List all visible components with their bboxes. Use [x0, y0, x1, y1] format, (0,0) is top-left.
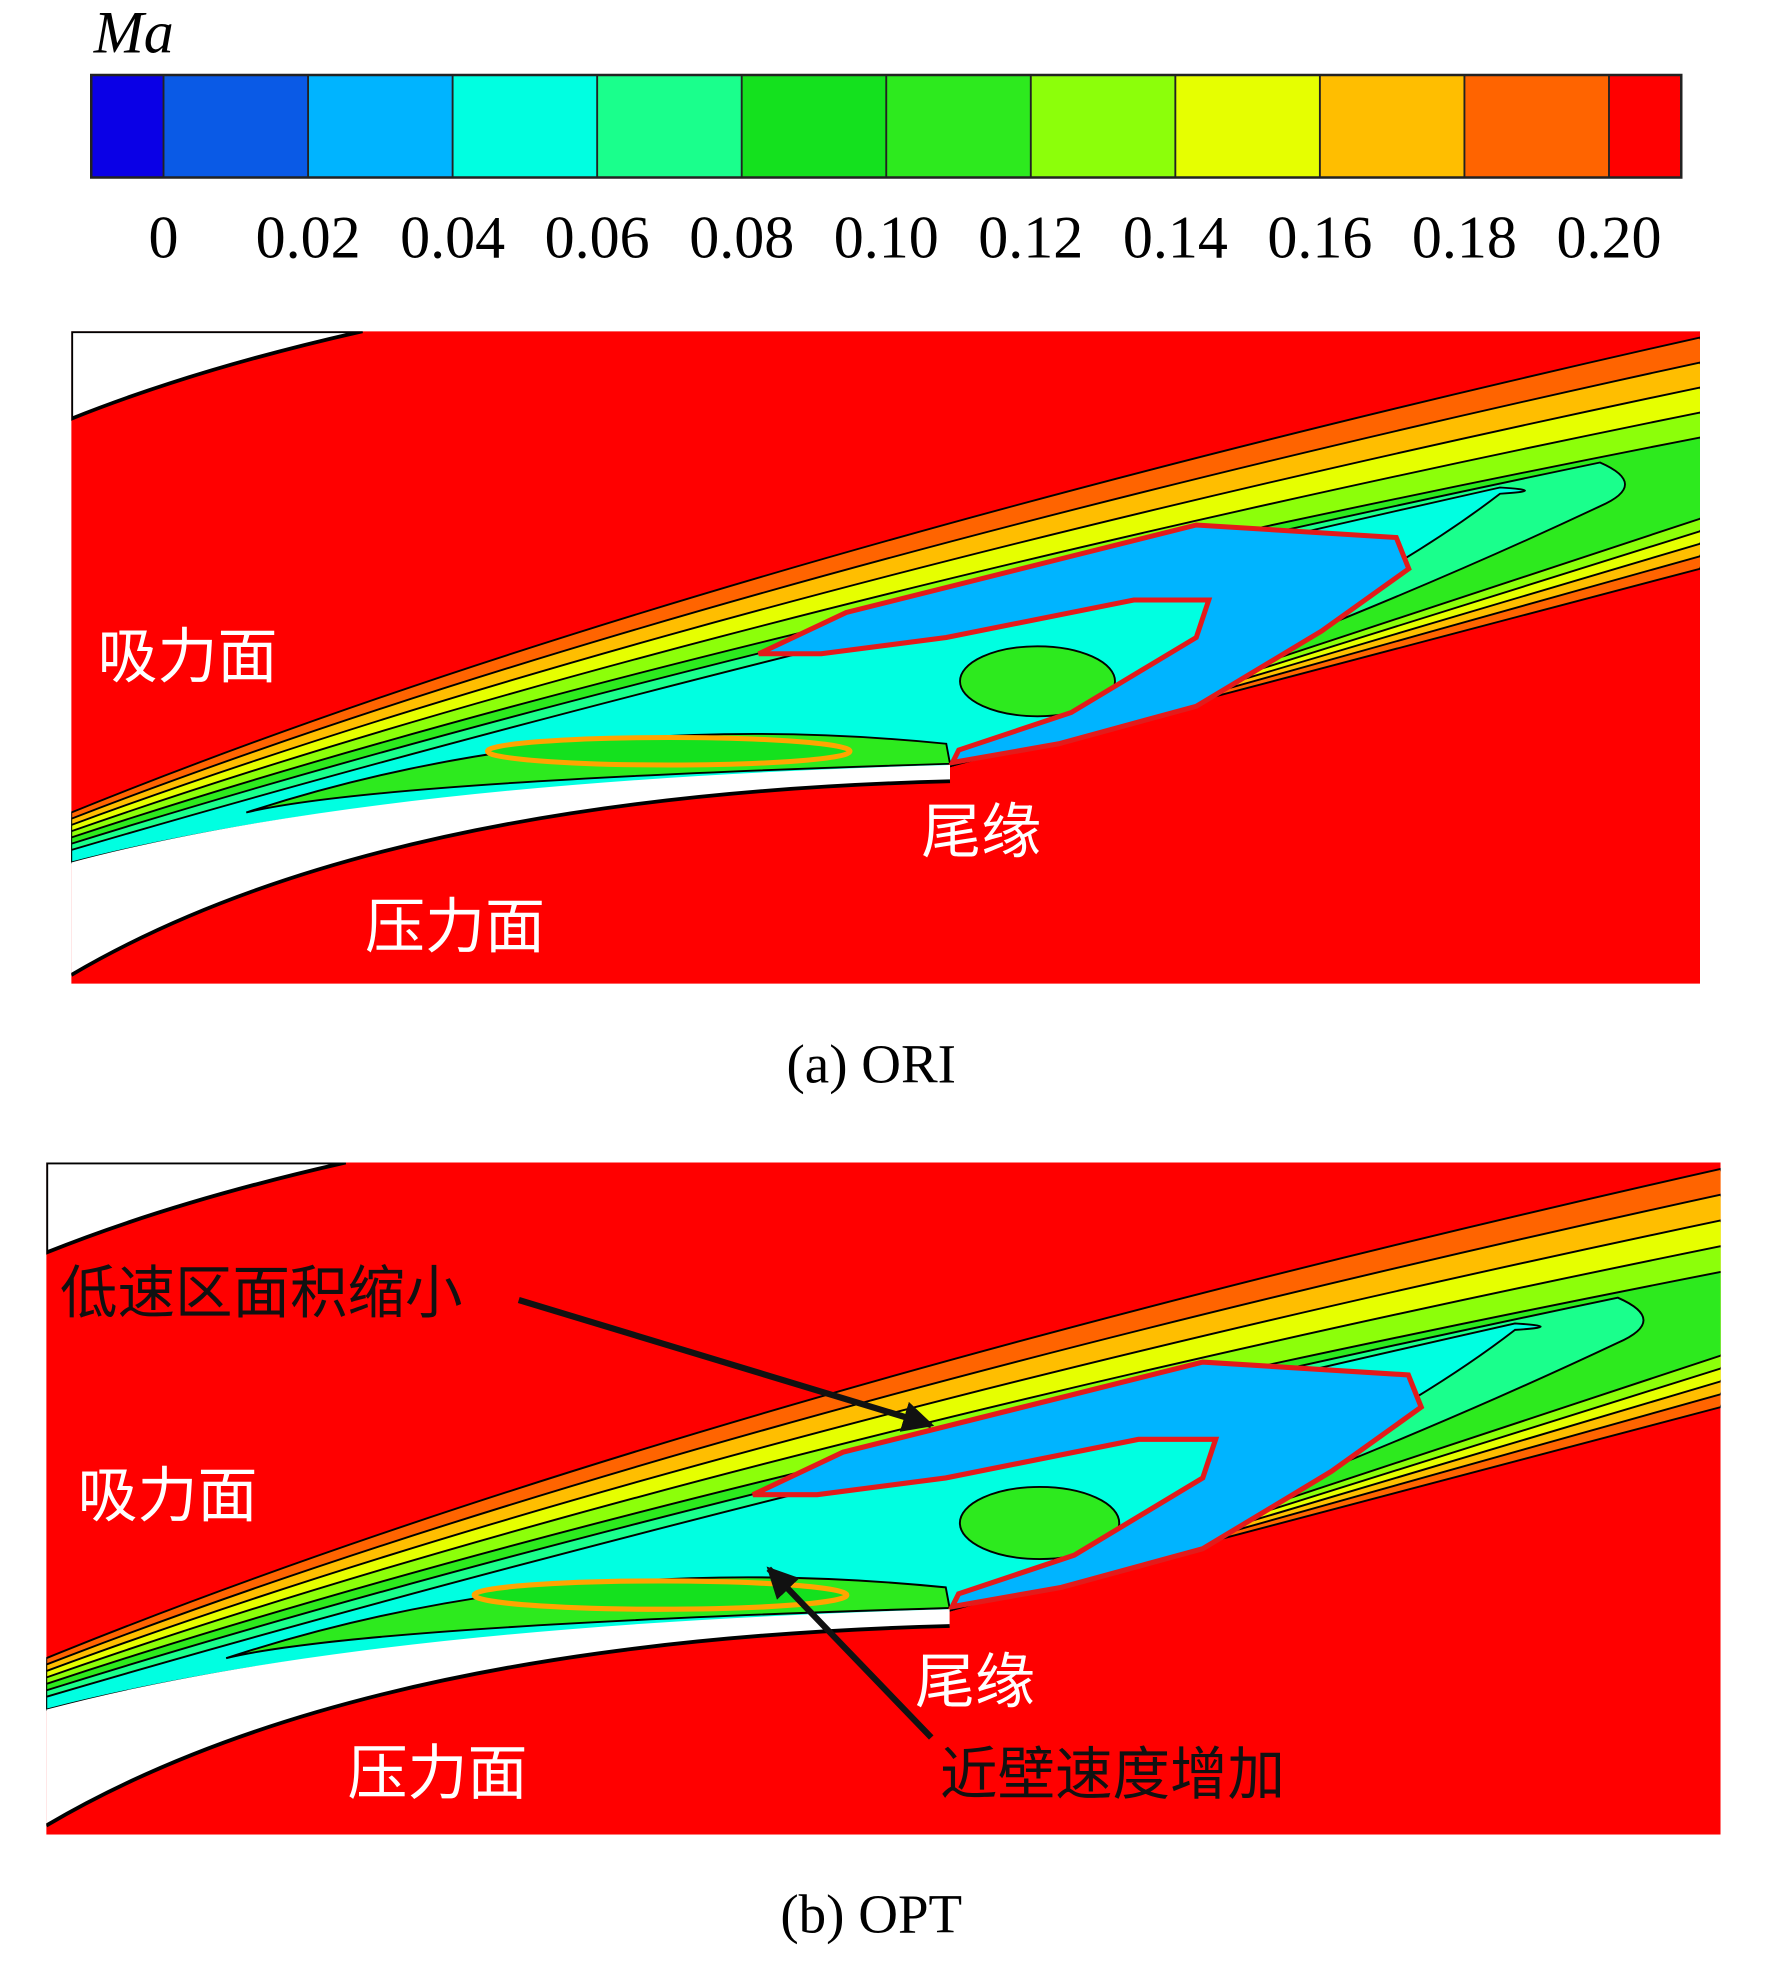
panel-a-field	[71, 331, 1725, 984]
color-segment	[1608, 75, 1682, 178]
color-segment	[1319, 75, 1465, 178]
color-segment	[1030, 75, 1176, 178]
figure-content: Ma 0 0.02 0.04 0.06 0.08 0.10 0.12 0.14 0.16 0.18…	[46, 0, 1746, 1945]
color-segment	[886, 75, 1031, 178]
tick-label: 0.10	[834, 205, 939, 271]
caption: (b) OPT	[780, 1884, 962, 1945]
tick-label: 0.18	[1412, 205, 1517, 271]
color-segment	[1464, 75, 1609, 178]
color-segment	[91, 75, 164, 178]
arrow	[517, 1297, 935, 1432]
annotation: 近壁速度增加	[940, 1741, 1285, 1808]
tick-label: 0.06	[545, 205, 650, 271]
color-segment	[597, 75, 742, 178]
tick-label: 0	[149, 205, 179, 271]
suction-label: 吸力面	[98, 623, 278, 693]
trailing-edge-label: 尾缘	[921, 798, 1041, 868]
pressure-label: 压力面	[348, 1739, 528, 1809]
color-segment	[452, 75, 598, 178]
color-segment	[308, 75, 453, 178]
colorbar-title: Ma	[93, 0, 174, 66]
arrow	[766, 1566, 934, 1740]
colorbar: 0 0.02 0.04 0.06 0.08 0.10 0.12 0.14 0.16 0.18 0.2…	[90, 73, 1683, 271]
color-segment	[741, 75, 887, 178]
tick-label: 0.14	[1123, 205, 1228, 271]
caption: (a) ORI	[786, 1034, 956, 1095]
tick-label: 0.16	[1267, 205, 1372, 271]
tick-label: 0.12	[978, 205, 1083, 271]
tick-label: 0.08	[689, 205, 794, 271]
suction-label: 吸力面	[78, 1461, 258, 1531]
pressure-label: 压力面	[365, 893, 545, 963]
tick-label: 0.20	[1556, 205, 1661, 271]
tick-label: 0.04	[400, 205, 505, 271]
color-segment	[163, 75, 309, 178]
tick-label: 0.02	[256, 205, 361, 271]
color-segment	[1175, 75, 1320, 178]
annotation: 低速区面积缩小	[60, 1260, 463, 1327]
trailing-edge-label: 尾缘	[915, 1648, 1035, 1718]
colorbar-frame	[90, 73, 1683, 179]
